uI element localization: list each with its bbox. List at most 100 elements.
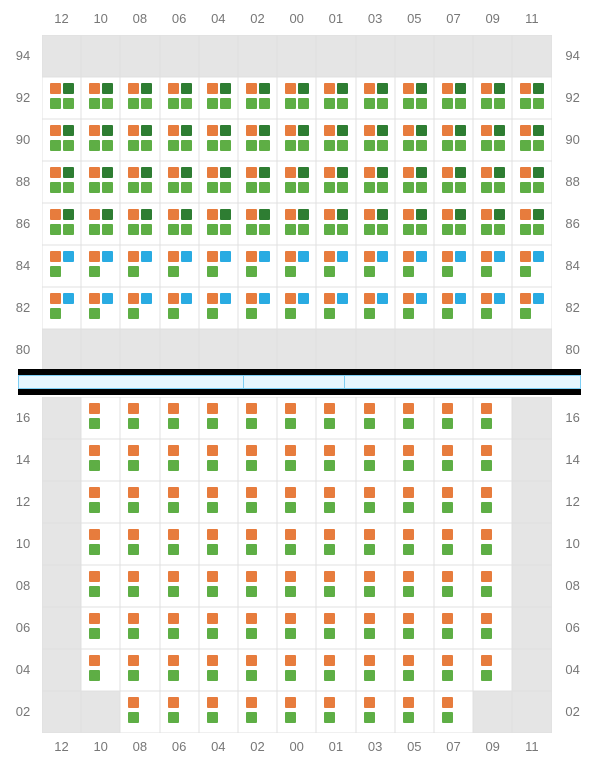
seat-cell[interactable] (277, 481, 316, 523)
seat-cell[interactable] (160, 287, 199, 329)
seat-cell[interactable] (512, 287, 551, 329)
seat-cell[interactable] (120, 481, 159, 523)
seat-cell[interactable] (277, 119, 316, 161)
seat-cell[interactable] (42, 203, 81, 245)
seat-cell[interactable] (277, 287, 316, 329)
seat-cell[interactable] (238, 119, 277, 161)
seat-cell[interactable] (199, 161, 238, 203)
seat-cell[interactable] (395, 245, 434, 287)
seat-cell[interactable] (238, 607, 277, 649)
seat-cell[interactable] (356, 523, 395, 565)
seat-cell[interactable] (434, 119, 473, 161)
seat-cell[interactable] (316, 565, 355, 607)
seat-cell[interactable] (81, 245, 120, 287)
seat-cell[interactable] (120, 649, 159, 691)
seat-cell[interactable] (238, 77, 277, 119)
seat-cell[interactable] (395, 607, 434, 649)
seat-cell[interactable] (42, 119, 81, 161)
seat-cell[interactable] (356, 691, 395, 733)
seat-cell[interactable] (199, 691, 238, 733)
seat-cell[interactable] (238, 397, 277, 439)
seat-cell[interactable] (238, 439, 277, 481)
seat-cell[interactable] (81, 649, 120, 691)
seat-cell[interactable] (277, 397, 316, 439)
seat-cell[interactable] (277, 691, 316, 733)
seat-cell[interactable] (473, 439, 512, 481)
seat-cell[interactable] (160, 77, 199, 119)
seat-cell[interactable] (199, 481, 238, 523)
seat-cell[interactable] (395, 161, 434, 203)
seat-cell[interactable] (199, 565, 238, 607)
seat-cell[interactable] (277, 77, 316, 119)
seat-cell[interactable] (277, 439, 316, 481)
seat-cell[interactable] (434, 439, 473, 481)
seat-cell[interactable] (316, 203, 355, 245)
seat-cell[interactable] (120, 203, 159, 245)
seat-cell[interactable] (160, 565, 199, 607)
seat-cell[interactable] (473, 77, 512, 119)
seat-cell[interactable] (160, 119, 199, 161)
seat-cell[interactable] (160, 439, 199, 481)
seat-cell[interactable] (356, 439, 395, 481)
seat-cell[interactable] (356, 119, 395, 161)
seat-cell[interactable] (512, 203, 551, 245)
seat-cell[interactable] (42, 161, 81, 203)
seat-cell[interactable] (120, 287, 159, 329)
seat-cell[interactable] (238, 161, 277, 203)
seat-cell[interactable] (316, 161, 355, 203)
seat-cell[interactable] (356, 649, 395, 691)
seat-cell[interactable] (395, 397, 434, 439)
seat-cell[interactable] (81, 607, 120, 649)
seat-cell[interactable] (199, 203, 238, 245)
seat-cell[interactable] (81, 77, 120, 119)
seat-cell[interactable] (356, 77, 395, 119)
seat-cell[interactable] (473, 607, 512, 649)
seat-cell[interactable] (356, 481, 395, 523)
seat-cell[interactable] (238, 691, 277, 733)
seat-cell[interactable] (316, 397, 355, 439)
seat-cell[interactable] (81, 203, 120, 245)
seat-cell[interactable] (120, 397, 159, 439)
seat-cell[interactable] (434, 565, 473, 607)
seat-cell[interactable] (238, 245, 277, 287)
seat-cell[interactable] (395, 523, 434, 565)
seat-cell[interactable] (316, 523, 355, 565)
seat-cell[interactable] (316, 245, 355, 287)
seat-cell[interactable] (277, 203, 316, 245)
seat-cell[interactable] (199, 439, 238, 481)
seat-cell[interactable] (81, 481, 120, 523)
seat-cell[interactable] (395, 203, 434, 245)
seat-cell[interactable] (434, 245, 473, 287)
seat-cell[interactable] (160, 607, 199, 649)
seat-cell[interactable] (356, 607, 395, 649)
seat-cell[interactable] (199, 607, 238, 649)
seat-cell[interactable] (356, 203, 395, 245)
seat-cell[interactable] (512, 245, 551, 287)
seat-cell[interactable] (434, 287, 473, 329)
seat-cell[interactable] (356, 245, 395, 287)
seat-cell[interactable] (316, 649, 355, 691)
seat-cell[interactable] (42, 287, 81, 329)
seat-cell[interactable] (395, 77, 434, 119)
seat-cell[interactable] (434, 77, 473, 119)
seat-cell[interactable] (473, 523, 512, 565)
seat-cell[interactable] (81, 287, 120, 329)
seat-cell[interactable] (473, 397, 512, 439)
seat-cell[interactable] (316, 119, 355, 161)
seat-cell[interactable] (473, 565, 512, 607)
seat-cell[interactable] (434, 397, 473, 439)
seat-cell[interactable] (473, 119, 512, 161)
seat-cell[interactable] (81, 119, 120, 161)
seat-cell[interactable] (316, 607, 355, 649)
seat-cell[interactable] (434, 481, 473, 523)
seat-cell[interactable] (395, 119, 434, 161)
seat-cell[interactable] (81, 523, 120, 565)
seat-cell[interactable] (81, 397, 120, 439)
seat-cell[interactable] (434, 607, 473, 649)
seat-cell[interactable] (120, 607, 159, 649)
seat-cell[interactable] (199, 287, 238, 329)
seat-cell[interactable] (81, 439, 120, 481)
seat-cell[interactable] (120, 119, 159, 161)
seat-cell[interactable] (238, 481, 277, 523)
seat-cell[interactable] (316, 287, 355, 329)
